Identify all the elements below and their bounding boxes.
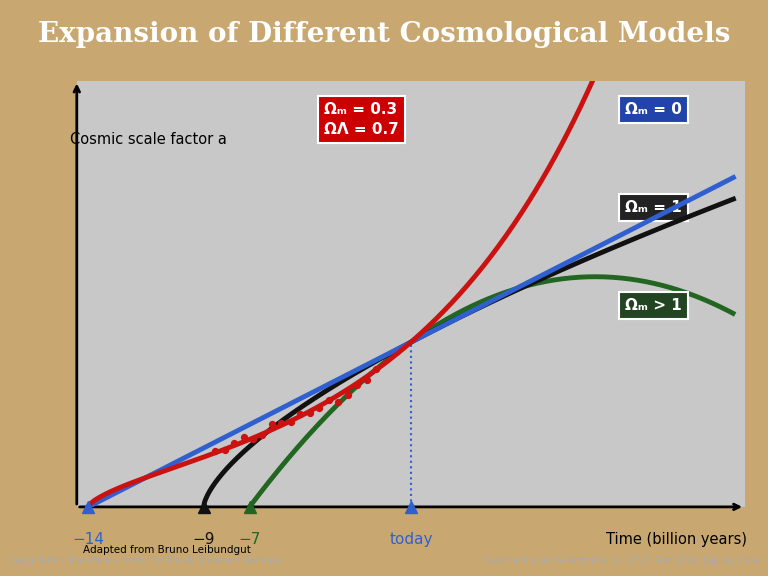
Point (247, 434, 259, 444)
Text: Ωₘ = 0: Ωₘ = 0 (624, 102, 681, 117)
Point (294, 410, 306, 419)
Text: Ωₘ = 0.3
ΩΛ = 0.7: Ωₘ = 0.3 ΩΛ = 0.7 (324, 102, 399, 137)
Text: Georg Raffelt, Max-Planck-Institut für Physik, München, Germany: Georg Raffelt, Max-Planck-Institut für P… (8, 556, 282, 564)
Point (275, 418, 287, 427)
Text: Time (billion years): Time (billion years) (606, 532, 747, 547)
Point (323, 395, 335, 404)
Text: Adapted from Bruno Leibundgut: Adapted from Bruno Leibundgut (84, 545, 251, 555)
Text: −7: −7 (238, 532, 261, 547)
Point (257, 430, 269, 439)
Point (228, 439, 240, 448)
Text: today: today (389, 532, 432, 547)
Text: −9: −9 (192, 532, 215, 547)
Text: Expansion of Different Cosmological Models: Expansion of Different Cosmological Mode… (38, 21, 730, 48)
Point (342, 391, 354, 400)
Point (304, 408, 316, 418)
Text: Ωₘ > 1: Ωₘ > 1 (624, 298, 681, 313)
Point (209, 446, 221, 456)
Point (218, 445, 230, 454)
Point (237, 432, 250, 441)
Point (351, 380, 363, 389)
Text: Cosmic scale factor a: Cosmic scale factor a (70, 132, 227, 147)
Text: Ωₘ = 1: Ωₘ = 1 (624, 200, 681, 215)
Point (313, 403, 326, 412)
Text: −14: −14 (72, 532, 104, 547)
Point (285, 418, 297, 427)
Text: Neutrino Physics & Astrophysics , 17-21 Sept 2008, Beijing, China: Neutrino Physics & Astrophysics , 17-21 … (484, 556, 760, 564)
Point (333, 397, 345, 406)
Point (370, 364, 382, 373)
Point (266, 419, 278, 429)
Point (361, 376, 373, 385)
